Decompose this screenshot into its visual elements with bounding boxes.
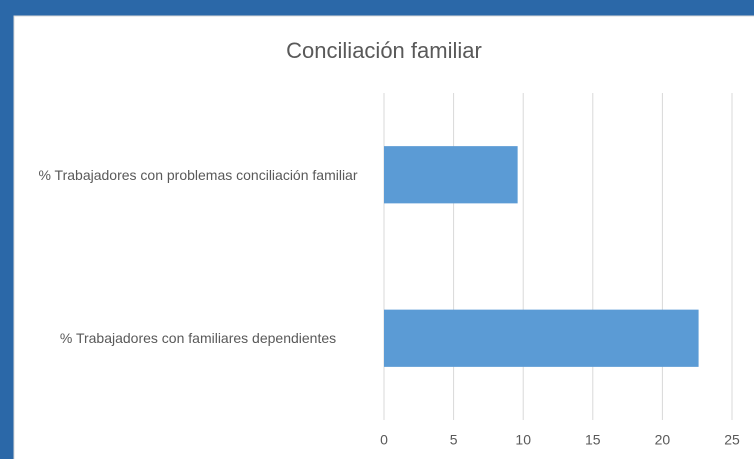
x-tick-label: 10 <box>515 432 531 448</box>
y-tick-label: % Trabajadores con familiares dependient… <box>59 330 337 347</box>
y-tick-label: % Trabajadores con problemas conciliació… <box>38 166 358 183</box>
x-tick-label: 15 <box>585 432 601 448</box>
chart-title: Conciliación familiar <box>286 38 482 63</box>
x-tick-label: 0 <box>380 432 388 448</box>
x-tick-label: 20 <box>655 432 671 448</box>
x-tick-label: 25 <box>724 432 740 448</box>
category-label-box: % Trabajadores con problemas conciliació… <box>38 166 358 183</box>
category-label-box: % Trabajadores con familiares dependient… <box>59 330 337 347</box>
x-tick-label: 5 <box>450 432 458 448</box>
bar <box>384 146 518 204</box>
bar <box>384 309 699 367</box>
